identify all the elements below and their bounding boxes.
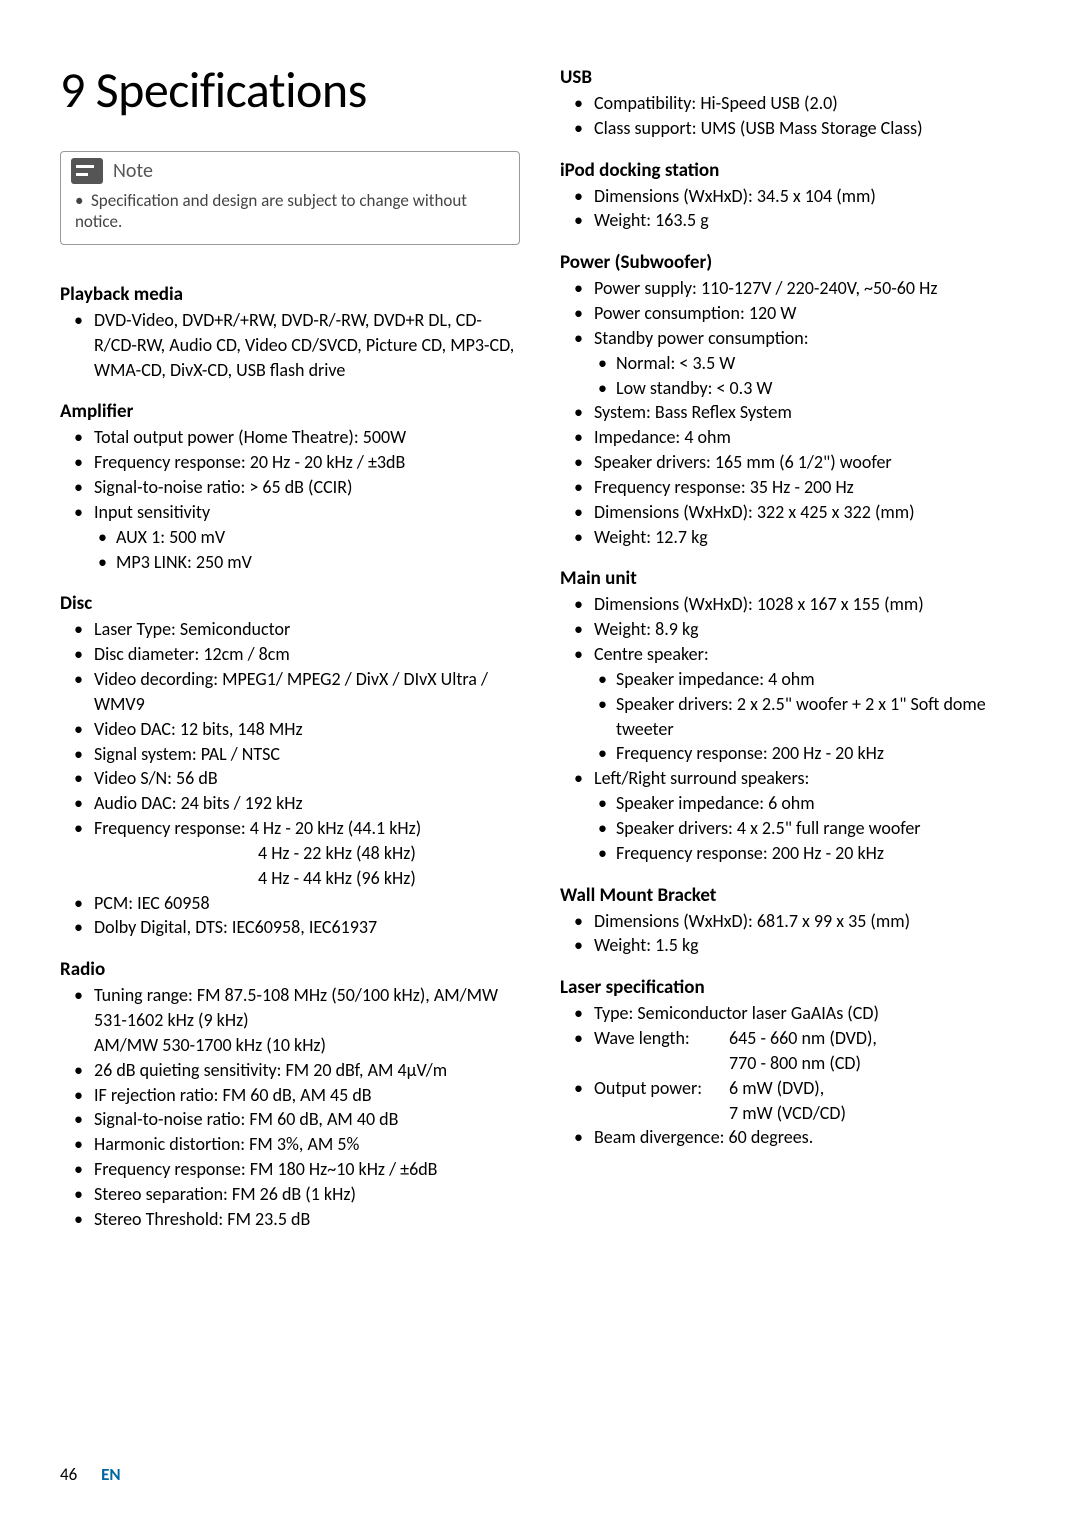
laser-list: Type: Semiconductor laser GaAIAs (CD) Wa… (560, 1001, 1020, 1150)
spec-subitem: Normal: < 3.5 W (594, 351, 1020, 376)
spec-item: Signal-to-noise ratio: > 65 dB (CCIR) (60, 475, 520, 500)
page-number: 46 (60, 1464, 77, 1485)
spec-sublabel: Standby power consumption: (594, 327, 809, 349)
spec-item: Speaker drivers: 165 mm (6 1/2") woofer (560, 450, 1020, 475)
spec-item: Type: Semiconductor laser GaAIAs (CD) (560, 1001, 1020, 1026)
spec-item: System: Bass Reflex System (560, 400, 1020, 425)
spec-label: Wave length: (594, 1026, 729, 1051)
section-laser: Laser specification (560, 976, 1020, 999)
spec-item: Output power: 6 mW (DVD), 7 mW (VCD/CD) (560, 1076, 1020, 1126)
spec-item: IF rejection ratio: FM 60 dB, AM 45 dB (60, 1083, 520, 1108)
spec-item: Frequency response: 20 Hz - 20 kHz / ±3d… (60, 450, 520, 475)
spec-subitem: Speaker impedance: 6 ohm (594, 791, 1020, 816)
note-heading: Note (113, 159, 153, 183)
radio-list: Tuning range: FM 87.5-108 MHz (50/100 kH… (60, 983, 520, 1231)
section-power: Power (Subwoofer) (560, 251, 1020, 274)
spec-item: Video DAC: 12 bits, 148 MHz (60, 717, 520, 742)
spec-item: Frequency response: 35 Hz - 200 Hz (560, 475, 1020, 500)
spec-item: Dolby Digital, DTS: IEC60958, IEC61937 (60, 915, 520, 940)
spec-item: DVD-Video, DVD+R/+RW, DVD-R/-RW, DVD+R D… (60, 308, 520, 382)
spec-sublabel: Centre speaker: (594, 643, 709, 665)
spec-item: PCM: IEC 60958 (60, 891, 520, 916)
spec-item: 26 dB quieting sensitivity: FM 20 dBf, A… (60, 1058, 520, 1083)
spec-item: Input sensitivity AUX 1: 500 mV MP3 LINK… (60, 500, 520, 574)
spec-item: Weight: 8.9 kg (560, 617, 1020, 642)
spec-item: Audio DAC: 24 bits / 192 kHz (60, 791, 520, 816)
spec-item: Harmonic distortion: FM 3%, AM 5% (60, 1132, 520, 1157)
spec-item: Dimensions (WxHxD): 1028 x 167 x 155 (mm… (560, 592, 1020, 617)
spec-subitem: Speaker impedance: 4 ohm (594, 667, 1020, 692)
spec-subitem: Low standby: < 0.3 W (594, 376, 1020, 401)
spec-subitem: Speaker drivers: 2 x 2.5" woofer + 2 x 1… (594, 692, 1020, 742)
spec-subitem: Speaker drivers: 4 x 2.5" full range woo… (594, 816, 1020, 841)
spec-item: Video S/N: 56 dB (60, 766, 520, 791)
spec-item: Dimensions (WxHxD): 322 x 425 x 322 (mm) (560, 500, 1020, 525)
note-box: Note Specification and design are subjec… (60, 151, 520, 245)
chapter-title: 9 Specifications (60, 60, 520, 121)
spec-item: Tuning range: FM 87.5-108 MHz (50/100 kH… (60, 983, 520, 1057)
section-playback: Playback media (60, 283, 520, 306)
page-language: EN (101, 1464, 121, 1485)
power-list: Power supply: 110-127V / 220-240V, ~50-6… (560, 276, 1020, 549)
spec-subitem: MP3 LINK: 250 mV (94, 550, 520, 575)
spec-subitem: Frequency response: 200 Hz - 20 kHz (594, 841, 1020, 866)
spec-continuation: 4 Hz - 44 kHz (96 kHz) (60, 866, 520, 891)
spec-item: Signal system: PAL / NTSC (60, 742, 520, 767)
disc-list2: PCM: IEC 60958 Dolby Digital, DTS: IEC60… (60, 891, 520, 941)
spec-item: Power consumption: 120 W (560, 301, 1020, 326)
spec-item: Dimensions (WxHxD): 34.5 x 104 (mm) (560, 184, 1020, 209)
spec-item: Left/Right surround speakers: Speaker im… (560, 766, 1020, 865)
spec-item: Video decording: MPEG1/ MPEG2 / DivX / D… (60, 667, 520, 717)
spec-value: 6 mW (DVD), (729, 1076, 824, 1101)
ipod-list: Dimensions (WxHxD): 34.5 x 104 (mm) Weig… (560, 184, 1020, 234)
page-footer: 46 EN (60, 1464, 121, 1485)
playback-list: DVD-Video, DVD+R/+RW, DVD-R/-RW, DVD+R D… (60, 308, 520, 382)
spec-value: 645 - 660 nm (DVD), (729, 1026, 877, 1051)
spec-item: Weight: 163.5 g (560, 208, 1020, 233)
spec-value: 7 mW (VCD/CD) (729, 1101, 846, 1126)
spec-item: Frequency response: FM 180 Hz~10 kHz / ±… (60, 1157, 520, 1182)
section-main: Main unit (560, 567, 1020, 590)
spec-item: Beam divergence: 60 degrees. (560, 1125, 1020, 1150)
disc-list: Laser Type: Semiconductor Disc diameter:… (60, 617, 520, 840)
spec-item: Weight: 12.7 kg (560, 525, 1020, 550)
spec-item: Stereo separation: FM 26 dB (1 kHz) (60, 1182, 520, 1207)
spec-item: Class support: UMS (USB Mass Storage Cla… (560, 116, 1020, 141)
section-wall: Wall Mount Bracket (560, 884, 1020, 907)
spec-item: Dimensions (WxHxD): 681.7 x 99 x 35 (mm) (560, 909, 1020, 934)
spec-label: Output power: (594, 1076, 729, 1101)
spec-continuation: 4 Hz - 22 kHz (48 kHz) (60, 841, 520, 866)
section-radio: Radio (60, 958, 520, 981)
main-list: Dimensions (WxHxD): 1028 x 167 x 155 (mm… (560, 592, 1020, 865)
spec-item: Stereo Threshold: FM 23.5 dB (60, 1207, 520, 1232)
spec-subitem: Frequency response: 200 Hz - 20 kHz (594, 741, 1020, 766)
section-disc: Disc (60, 592, 520, 615)
spec-item: Compatibility: Hi-Speed USB (2.0) (560, 91, 1020, 116)
spec-sublabel: Left/Right surround speakers: (594, 767, 809, 789)
spec-item: Signal-to-noise ratio: FM 60 dB, AM 40 d… (60, 1107, 520, 1132)
spec-item: Weight: 1.5 kg (560, 933, 1020, 958)
wall-list: Dimensions (WxHxD): 681.7 x 99 x 35 (mm)… (560, 909, 1020, 959)
section-usb: USB (560, 66, 1020, 89)
spec-item: Wave length: 645 - 660 nm (DVD), 770 - 8… (560, 1026, 1020, 1076)
note-text: Specification and design are subject to … (75, 190, 505, 232)
section-ipod: iPod docking station (560, 159, 1020, 182)
spec-subitem: AUX 1: 500 mV (94, 525, 520, 550)
note-icon (71, 158, 103, 184)
spec-item: Impedance: 4 ohm (560, 425, 1020, 450)
section-amplifier: Amplifier (60, 400, 520, 423)
spec-item: Power supply: 110-127V / 220-240V, ~50-6… (560, 276, 1020, 301)
spec-item: Frequency response: 4 Hz - 20 kHz (44.1 … (60, 816, 520, 841)
usb-list: Compatibility: Hi-Speed USB (2.0) Class … (560, 91, 1020, 141)
spec-value: 770 - 800 nm (CD) (729, 1051, 861, 1076)
spec-item: Centre speaker: Speaker impedance: 4 ohm… (560, 642, 1020, 766)
spec-item: Total output power (Home Theatre): 500W (60, 425, 520, 450)
spec-item: Laser Type: Semiconductor (60, 617, 520, 642)
spec-item: Standby power consumption: Normal: < 3.5… (560, 326, 1020, 400)
spec-item: Disc diameter: 12cm / 8cm (60, 642, 520, 667)
spec-sublabel: Input sensitivity (94, 501, 210, 523)
amplifier-list: Total output power (Home Theatre): 500W … (60, 425, 520, 574)
